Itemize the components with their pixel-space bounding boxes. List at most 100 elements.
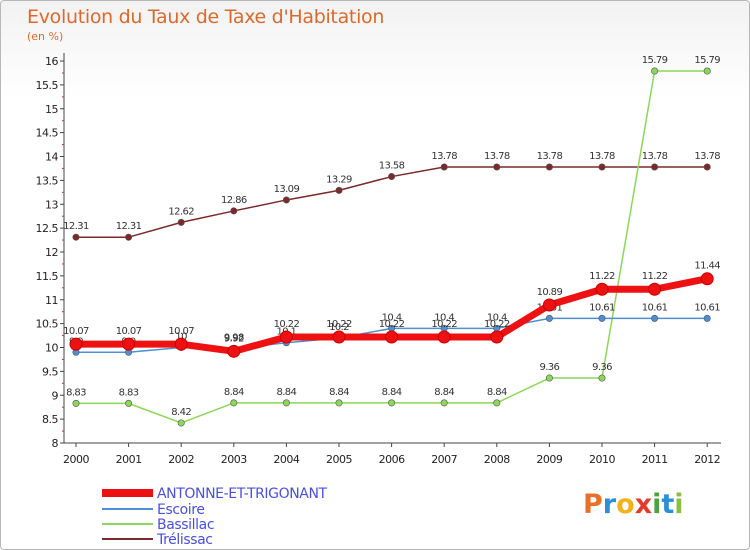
y-tick-label: 8 [52,437,59,450]
data-label: 10.22 [274,319,300,330]
data-label: 10.07 [116,326,142,337]
data-point [703,163,711,171]
data-point [177,419,185,427]
data-label: 8.84 [224,387,244,398]
data-label: 8.84 [276,387,296,398]
chart-subtitle: (en %) [27,30,64,43]
data-point [69,337,83,351]
data-label: 13.58 [379,161,405,172]
logo-letter: P [583,489,603,520]
x-tick-label: 2011 [642,453,668,466]
x-tick-label: 2005 [326,453,352,466]
data-label: 13.78 [694,151,720,162]
data-label: 11.22 [642,271,668,282]
data-point [598,314,606,322]
x-tick-label: 2009 [536,453,562,466]
data-label: 10.22 [326,319,352,330]
x-tick-label: 2004 [273,453,299,466]
data-label: 13.78 [642,151,668,162]
data-point [125,399,133,407]
proxiti-logo: Proxiti [583,489,684,520]
data-label: 10.07 [168,326,194,337]
data-point [648,282,662,296]
data-label: 9.36 [592,362,612,373]
data-point [230,207,238,215]
data-label: 8.42 [171,407,191,418]
legend-label: Escoire [157,502,205,518]
data-label: 8.83 [66,387,86,398]
y-tick-label: 15.5 [36,79,59,92]
data-label: 11.44 [694,261,720,272]
data-label: 12.31 [116,221,142,232]
data-point [282,399,290,407]
logo-letter: r [602,489,617,520]
data-point [227,344,241,358]
data-point [125,233,133,241]
data-label: 8.83 [119,387,139,398]
data-label: 12.62 [168,206,194,217]
data-point [279,330,293,344]
x-tick-label: 2007 [431,453,457,466]
legend-label: ANTONNE-ET-TRIGONANT [157,486,328,502]
logo-letter: i [674,489,684,520]
data-label: 10.61 [642,302,668,313]
data-point [542,298,556,312]
data-label: 13.78 [431,151,457,162]
data-point [651,314,659,322]
chart-title: Evolution du Taux de Taxe d'Habitation [27,6,385,28]
data-label: 10.4 [487,312,507,323]
data-label: 10.89 [537,287,563,298]
data-point [545,314,553,322]
data-label: 13.09 [274,184,300,195]
y-tick-label: 10.5 [36,318,59,331]
data-label: 8.84 [329,387,349,398]
data-label: 12.31 [63,221,89,232]
series-line [75,70,708,424]
data-label: 12.86 [221,195,247,206]
logo-letter: o [616,489,635,520]
data-label: 10.07 [63,326,89,337]
data-point [598,163,606,171]
data-label: 13.78 [537,151,563,162]
data-label: 13.78 [589,151,615,162]
data-label: 15.79 [642,55,668,66]
data-point [174,337,188,351]
data-label: 10 [175,332,187,343]
y-tick-label: 9.5 [42,365,58,378]
data-point [388,399,396,407]
x-tick-label: 2002 [168,453,194,466]
data-label: 10.22 [379,319,405,330]
data-point [122,337,136,351]
data-point [282,196,290,204]
data-point [388,173,396,181]
x-tick-label: 2012 [694,453,720,466]
data-point [545,374,553,382]
data-point [700,272,714,286]
data-label: 10.22 [484,319,510,330]
x-tick-label: 2010 [589,453,615,466]
x-tick-label: 2006 [379,453,405,466]
data-point [493,163,501,171]
data-label: 11.22 [589,271,615,282]
x-tick-label: 2000 [63,453,89,466]
data-point [440,399,448,407]
data-label: 9.36 [539,362,559,373]
data-point [72,233,80,241]
data-point [703,67,711,75]
y-tick-label: 12 [45,246,58,259]
y-tick-label: 11 [45,294,58,307]
y-tick-label: 14 [45,151,58,164]
data-label: 15.79 [694,55,720,66]
y-tick-label: 13 [45,198,58,211]
y-tick-label: 11.5 [36,270,59,283]
x-tick-label: 2003 [221,453,247,466]
legend-label: Trélissac [156,532,213,548]
data-point [230,399,238,407]
x-tick-label: 2008 [484,453,510,466]
data-point [385,330,399,344]
logo-letter: i [652,489,662,520]
legend-label: Bassillac [157,517,214,533]
data-point [177,218,185,226]
